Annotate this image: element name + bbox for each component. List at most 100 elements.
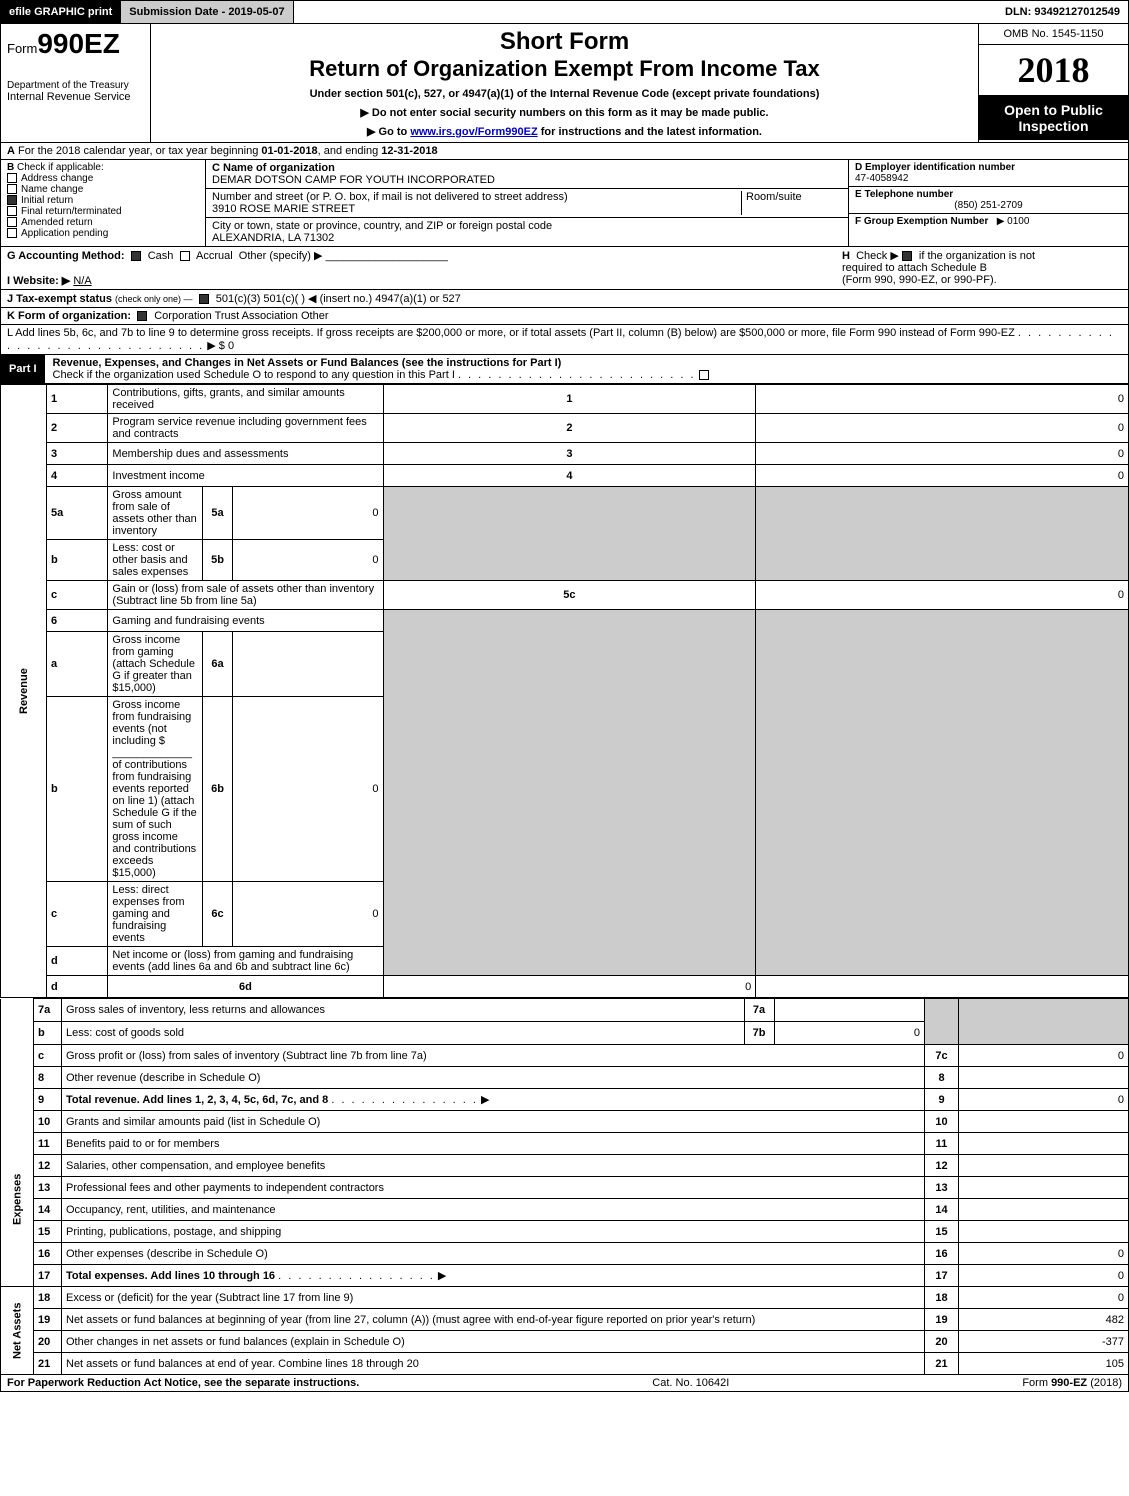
privacy-notice: ▶ Do not enter social security numbers o… <box>157 106 972 119</box>
table-row: 21Net assets or fund balances at end of … <box>1 1353 1129 1375</box>
table-row: cGross profit or (loss) from sales of in… <box>1 1045 1129 1067</box>
org-city: ALEXANDRIA, LA 71302 <box>212 232 334 244</box>
open-to-public: Open to Public Inspection <box>979 96 1128 140</box>
b-label: Check if applicable: <box>17 162 104 173</box>
check-name-change[interactable] <box>7 184 17 194</box>
table-row: 6Gaming and fundraising events <box>1 610 1129 632</box>
check-final-return[interactable] <box>7 206 17 216</box>
b-opt-amended: Amended return <box>21 217 93 228</box>
check-amended[interactable] <box>7 217 17 227</box>
check-h[interactable] <box>902 251 912 261</box>
e-phone: E Telephone number (850) 251-2709 <box>849 187 1128 214</box>
c-org-name-cell: C Name of organization DEMAR DOTSON CAMP… <box>206 160 848 189</box>
dln: DLN: 93492127012549 <box>997 3 1128 21</box>
submission-date: Submission Date - 2019-05-07 <box>121 1 293 23</box>
part-i-header: Part I Revenue, Expenses, and Changes in… <box>0 355 1129 384</box>
efile-print-button[interactable]: efile GRAPHIC print <box>1 1 121 23</box>
footer-left: For Paperwork Reduction Act Notice, see … <box>7 1377 359 1389</box>
table-row: 3Membership dues and assessments30 <box>1 443 1129 465</box>
form-number: Form990EZ <box>7 28 144 60</box>
irs-link[interactable]: www.irs.gov/Form990EZ <box>410 126 537 138</box>
revenue-label-2 <box>1 999 34 1111</box>
g-cash: Cash <box>148 250 174 262</box>
h-label: Check ▶ <box>856 250 899 262</box>
website-value: N/A <box>73 275 91 287</box>
c-street-cell: Number and street (or P. O. box, if mail… <box>206 189 848 218</box>
check-address-change[interactable] <box>7 173 17 183</box>
check-part-i[interactable] <box>699 370 709 380</box>
part-i-title: Revenue, Expenses, and Changes in Net As… <box>53 357 562 369</box>
line-j: J Tax-exempt status (check only one) — 5… <box>0 290 1129 308</box>
part-i-table: Revenue 1 Contributions, gifts, grants, … <box>0 384 1129 998</box>
dept-treasury: Department of the Treasury <box>7 80 144 91</box>
line-a: A For the 2018 calendar year, or tax yea… <box>0 143 1129 160</box>
table-row: dNet income or (loss) from gaming and fu… <box>1 976 1129 998</box>
room-suite: Room/suite <box>742 191 842 215</box>
line-g-h: G Accounting Method: Cash Accrual Other … <box>0 247 1129 290</box>
expenses-label: Expenses <box>1 1111 34 1287</box>
goto-line: ▶ Go to www.irs.gov/Form990EZ for instru… <box>157 125 972 138</box>
table-row: 20Other changes in net assets or fund ba… <box>1 1331 1129 1353</box>
k-opts: Corporation Trust Association Other <box>154 310 328 322</box>
irs-label: Internal Revenue Service <box>7 91 144 103</box>
g-label: G Accounting Method: <box>7 250 125 262</box>
table-row: 15Printing, publications, postage, and s… <box>1 1221 1129 1243</box>
part-i-check-text: Check if the organization used Schedule … <box>53 369 455 381</box>
j-opts: 501(c)(3) 501(c)( ) ◀ (insert no.) 4947(… <box>216 293 461 305</box>
table-row: Revenue 1 Contributions, gifts, grants, … <box>1 385 1129 414</box>
f-group-exemption: F Group Exemption Number ▶ 0100 <box>849 214 1128 229</box>
check-accrual[interactable] <box>180 251 190 261</box>
check-corp[interactable] <box>137 311 147 321</box>
form-header: Form990EZ Department of the Treasury Int… <box>0 24 1129 143</box>
i-label: I Website: ▶ <box>7 275 70 287</box>
table-row: 8Other revenue (describe in Schedule O)8 <box>1 1067 1129 1089</box>
return-title: Return of Organization Exempt From Incom… <box>157 56 972 82</box>
table-row: Expenses 10Grants and similar amounts pa… <box>1 1111 1129 1133</box>
table-row: 13Professional fees and other payments t… <box>1 1177 1129 1199</box>
table-row: 12Salaries, other compensation, and empl… <box>1 1155 1129 1177</box>
table-row: 17Total expenses. Add lines 10 through 1… <box>1 1265 1129 1287</box>
org-name: DEMAR DOTSON CAMP FOR YOUTH INCORPORATED <box>212 174 495 186</box>
tax-year: 2018 <box>979 45 1128 96</box>
b-opt-name: Name change <box>21 184 83 195</box>
netassets-label: Net Assets <box>1 1287 34 1375</box>
line-l: L Add lines 5b, 6c, and 7b to line 9 to … <box>0 325 1129 355</box>
line-k: K Form of organization: Corporation Trus… <box>0 308 1129 325</box>
table-row: 7a Gross sales of inventory, less return… <box>1 999 1129 1022</box>
check-initial-return[interactable] <box>7 195 17 205</box>
section-b-c-def: B Check if applicable: Address change Na… <box>0 160 1129 247</box>
b-opt-initial: Initial return <box>21 195 73 206</box>
check-application-pending[interactable] <box>7 228 17 238</box>
footer: For Paperwork Reduction Act Notice, see … <box>0 1375 1129 1392</box>
table-row: 2Program service revenue including gover… <box>1 414 1129 443</box>
org-street: 3910 ROSE MARIE STREET <box>212 203 355 215</box>
check-cash[interactable] <box>131 251 141 261</box>
h-text2: required to attach Schedule B <box>842 262 987 274</box>
footer-center: Cat. No. 10642I <box>652 1377 729 1389</box>
table-row: 11Benefits paid to or for members11 <box>1 1133 1129 1155</box>
top-bar: efile GRAPHIC print Submission Date - 20… <box>0 0 1129 24</box>
short-form-title: Short Form <box>157 28 972 56</box>
under-section: Under section 501(c), 527, or 4947(a)(1)… <box>157 88 972 100</box>
g-accrual: Accrual <box>196 250 233 262</box>
h-text1: if the organization is not <box>919 250 1035 262</box>
b-opt-address: Address change <box>21 173 93 184</box>
part-i-table-cont: 7a Gross sales of inventory, less return… <box>0 998 1129 1375</box>
table-row: 9Total revenue. Add lines 1, 2, 3, 4, 5c… <box>1 1089 1129 1111</box>
revenue-label: Revenue <box>1 385 47 998</box>
b-opt-final: Final return/terminated <box>21 206 122 217</box>
h-text3: (Form 990, 990-EZ, or 990-PF). <box>842 274 997 286</box>
c-city-cell: City or town, state or province, country… <box>206 218 848 246</box>
table-row: 14Occupancy, rent, utilities, and mainte… <box>1 1199 1129 1221</box>
g-other: Other (specify) ▶ <box>239 250 323 262</box>
b-opt-pending: Application pending <box>21 228 108 239</box>
table-row: Net Assets 18Excess or (deficit) for the… <box>1 1287 1129 1309</box>
table-row: 16Other expenses (describe in Schedule O… <box>1 1243 1129 1265</box>
table-row: 5a Gross amount from sale of assets othe… <box>1 487 1129 540</box>
omb-number: OMB No. 1545-1150 <box>979 24 1128 45</box>
table-row: 4Investment income40 <box>1 465 1129 487</box>
table-row: cGain or (loss) from sale of assets othe… <box>1 581 1129 610</box>
table-row: 19Net assets or fund balances at beginni… <box>1 1309 1129 1331</box>
check-501c3[interactable] <box>199 294 209 304</box>
d-ein: D Employer identification number 47-4058… <box>849 160 1128 187</box>
